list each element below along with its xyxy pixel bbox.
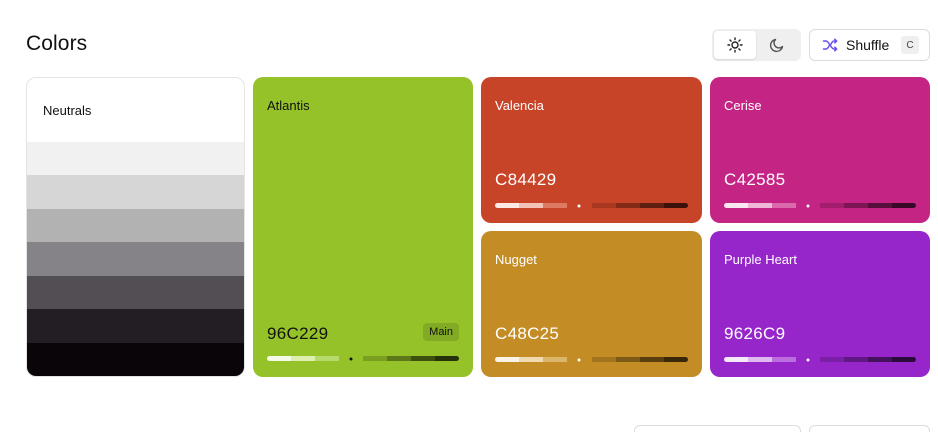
shade-scale	[267, 356, 459, 361]
neutrals-card[interactable]: Neutrals	[26, 77, 245, 377]
shade-swatch[interactable]	[435, 356, 459, 361]
shade-swatch[interactable]	[772, 203, 796, 208]
color-name: Purple Heart	[724, 252, 797, 267]
shade-swatch[interactable]	[567, 357, 592, 362]
shade-swatch[interactable]	[495, 203, 520, 208]
color-card-purple-heart[interactable]: Purple Heart 9626C9	[710, 231, 930, 377]
shade-swatch[interactable]	[339, 356, 363, 361]
shade-swatch[interactable]	[519, 357, 544, 362]
color-hex: C84429	[495, 170, 557, 189]
shade-swatch[interactable]	[820, 203, 844, 208]
shade-swatch[interactable]	[615, 357, 640, 362]
shade-swatch[interactable]	[892, 357, 916, 362]
page-title: Colors	[26, 32, 88, 55]
shade-swatch[interactable]	[315, 356, 339, 361]
shade-swatch[interactable]	[748, 203, 772, 208]
bottom-control-right[interactable]	[809, 425, 930, 432]
shade-swatch[interactable]	[639, 357, 664, 362]
color-hex: 9626C9	[724, 324, 786, 343]
shade-swatch[interactable]	[363, 356, 387, 361]
shade-swatch[interactable]	[820, 357, 844, 362]
shortcut-key: C	[901, 36, 919, 54]
shade-swatch[interactable]	[291, 356, 315, 361]
color-card-atlantis[interactable]: Atlantis 96C229 Main	[253, 77, 473, 377]
shade-swatch[interactable]	[591, 203, 616, 208]
neutral-steps	[27, 142, 244, 376]
shade-swatch[interactable]	[663, 203, 688, 208]
sun-icon	[727, 37, 743, 53]
light-theme-button[interactable]	[714, 31, 756, 59]
shade-swatch[interactable]	[844, 203, 868, 208]
bottom-control-left[interactable]	[634, 425, 801, 432]
theme-toggle	[712, 29, 801, 61]
color-name: Nugget	[495, 252, 537, 267]
shuffle-button[interactable]: Shuffle C	[809, 29, 930, 61]
neutral-step	[27, 142, 244, 176]
shade-swatch[interactable]	[615, 203, 640, 208]
shade-swatch[interactable]	[772, 357, 796, 362]
neutral-step	[27, 275, 244, 310]
shade-swatch[interactable]	[748, 357, 772, 362]
shade-swatch[interactable]	[724, 357, 748, 362]
neutral-step	[27, 242, 244, 276]
shade-swatch[interactable]	[868, 357, 892, 362]
color-hex: C42585	[724, 170, 786, 189]
shade-swatch[interactable]	[387, 356, 411, 361]
shade-scale	[495, 357, 688, 362]
shade-swatch[interactable]	[267, 356, 291, 361]
shade-swatch[interactable]	[844, 357, 868, 362]
color-name: Cerise	[724, 98, 762, 113]
color-name: Atlantis	[267, 98, 310, 113]
shade-swatch[interactable]	[892, 203, 916, 208]
neutral-step	[27, 208, 244, 243]
color-card-valencia[interactable]: Valencia C84429	[481, 77, 702, 223]
shade-swatch[interactable]	[663, 357, 688, 362]
color-hex: 96C229	[267, 324, 329, 343]
color-card-nugget[interactable]: Nugget C48C25	[481, 231, 702, 377]
main-badge: Main	[423, 323, 459, 341]
neutral-step	[27, 342, 244, 376]
neutral-step	[27, 175, 244, 209]
neutrals-label: Neutrals	[43, 103, 92, 118]
neutral-step	[27, 309, 244, 343]
shade-scale	[495, 203, 688, 208]
shade-swatch[interactable]	[567, 203, 592, 208]
shade-swatch[interactable]	[724, 203, 748, 208]
shade-scale	[724, 357, 916, 362]
shade-swatch[interactable]	[543, 203, 568, 208]
shade-swatch[interactable]	[543, 357, 568, 362]
shade-swatch[interactable]	[639, 203, 664, 208]
shuffle-label: Shuffle	[846, 37, 890, 53]
shade-swatch[interactable]	[796, 357, 820, 362]
shuffle-icon	[822, 38, 838, 52]
color-hex: C48C25	[495, 324, 560, 343]
shade-swatch[interactable]	[796, 203, 820, 208]
shade-swatch[interactable]	[495, 357, 520, 362]
moon-icon	[769, 38, 784, 53]
shade-swatch[interactable]	[591, 357, 616, 362]
color-name: Valencia	[495, 98, 544, 113]
shade-swatch[interactable]	[868, 203, 892, 208]
shade-swatch[interactable]	[411, 356, 435, 361]
color-card-cerise[interactable]: Cerise C42585	[710, 77, 930, 223]
shade-swatch[interactable]	[519, 203, 544, 208]
dark-theme-button[interactable]	[756, 31, 798, 59]
shade-scale	[724, 203, 916, 208]
